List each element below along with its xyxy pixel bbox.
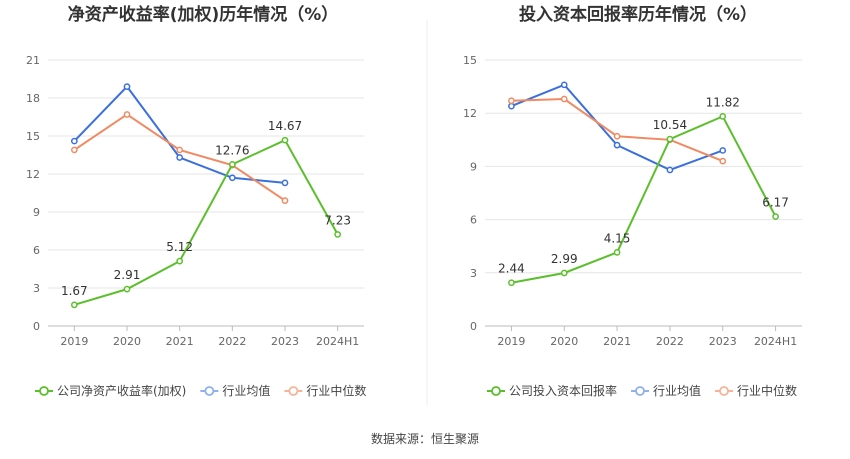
source-note: 数据来源：恒生聚源 xyxy=(371,431,479,446)
series-line-1 xyxy=(74,138,339,306)
legend-label: 行业均值 xyxy=(222,383,270,398)
x-tick-label: 2020 xyxy=(113,335,141,348)
data-label: 2.91 xyxy=(114,268,141,282)
legend-label: 行业中位数 xyxy=(306,383,366,398)
data-point xyxy=(334,231,342,238)
data-point xyxy=(613,141,621,149)
y-tick-label: 12 xyxy=(26,168,40,181)
data-point xyxy=(508,97,515,105)
data-label: 2.44 xyxy=(498,262,525,276)
data-label: 2.99 xyxy=(551,252,578,266)
chart-title: 净资产收益率(加权)历年情况（%） xyxy=(68,4,339,25)
legend-marker xyxy=(204,386,215,396)
data-point xyxy=(123,285,131,293)
legend-marker xyxy=(491,386,501,396)
x-tick-label: 2023 xyxy=(271,335,299,348)
data-point xyxy=(123,111,131,118)
y-tick-label: 6 xyxy=(33,244,40,257)
data-label: 10.54 xyxy=(653,118,687,132)
data-point xyxy=(281,197,289,204)
data-point xyxy=(772,213,779,220)
x-tick-label: 2019 xyxy=(60,335,88,348)
y-tick-label: 9 xyxy=(33,206,40,219)
data-point xyxy=(176,257,184,265)
data-point xyxy=(228,174,236,182)
data-point xyxy=(613,249,621,256)
legend-marker xyxy=(39,386,49,396)
legend-label: 行业均值 xyxy=(653,383,701,398)
data-point xyxy=(123,83,131,90)
legend-item[interactable]: 公司净资产收益率(加权) xyxy=(35,383,186,398)
x-tick-label: 2021 xyxy=(603,335,631,348)
data-point xyxy=(560,95,568,103)
data-point xyxy=(281,136,289,144)
data-point xyxy=(613,132,621,140)
chart-panel-2: 投入资本回报率历年情况（%） 0 3 6 9 12 15 2019 2020 2021 2022 20… xyxy=(463,4,802,398)
legend-marker xyxy=(288,386,299,396)
legend-item[interactable]: 行业均值 xyxy=(200,383,270,398)
y-tick-label: 6 xyxy=(470,214,477,227)
legend-item[interactable]: 公司投入资本回报率 xyxy=(487,383,617,398)
data-point xyxy=(281,179,289,187)
legend-label: 公司净资产收益率(加权) xyxy=(57,383,186,398)
y-tick-label: 3 xyxy=(470,267,477,280)
y-tick-label: 21 xyxy=(26,54,40,67)
data-label: 12.76 xyxy=(215,143,249,157)
data-point xyxy=(228,161,236,168)
data-point xyxy=(176,146,184,154)
data-point xyxy=(176,154,184,161)
data-label: 11.82 xyxy=(706,95,740,109)
data-point xyxy=(560,81,568,89)
legend-marker xyxy=(635,386,645,396)
x-tick-label: 2021 xyxy=(166,335,194,348)
x-tick-label: 2019 xyxy=(497,335,525,348)
data-point xyxy=(70,137,78,145)
legend-marker xyxy=(719,386,729,396)
legend: 公司净资产收益率(加权) 行业均值 行业中位数 xyxy=(35,383,366,398)
data-label: 6.17 xyxy=(762,196,789,210)
data-point xyxy=(719,147,727,154)
data-point xyxy=(70,301,78,309)
data-label: 14.67 xyxy=(268,119,302,133)
x-tick-label: 2020 xyxy=(550,335,578,348)
y-tick-label: 0 xyxy=(470,320,477,333)
x-tick-label: 2022 xyxy=(218,335,246,348)
legend-item[interactable]: 行业均值 xyxy=(631,383,701,398)
data-point xyxy=(719,113,727,120)
data-label: 7.23 xyxy=(324,213,351,227)
data-point xyxy=(719,157,727,165)
y-tick-label: 15 xyxy=(463,54,477,67)
legend-label: 行业中位数 xyxy=(737,383,797,398)
data-point xyxy=(666,166,674,174)
legend-item[interactable]: 行业中位数 xyxy=(284,383,366,398)
data-point xyxy=(508,279,515,287)
series-line-2 xyxy=(73,85,286,184)
x-tick-label: 2023 xyxy=(709,335,737,348)
data-point xyxy=(508,102,515,110)
series-line-2 xyxy=(511,83,724,172)
y-tick-label: 15 xyxy=(26,130,40,143)
chart-panel-1: 净资产收益率(加权)历年情况（%） 0 3 6 9 12 15 18 21 2019 2020 202… xyxy=(26,4,366,398)
chart-title: 投入资本回报率历年情况（%） xyxy=(519,4,757,25)
data-label: 1.67 xyxy=(61,284,88,298)
y-tick-label: 9 xyxy=(470,160,477,173)
x-tick-label: 2022 xyxy=(656,335,684,348)
data-label: 4.15 xyxy=(604,231,631,245)
x-tick-label: 2024H1 xyxy=(754,335,797,348)
series-line-1 xyxy=(511,115,777,284)
legend: 公司投入资本回报率 行业均值 行业中位数 xyxy=(487,383,797,398)
data-point xyxy=(70,146,78,154)
y-tick-label: 3 xyxy=(33,282,40,295)
y-tick-label: 0 xyxy=(33,320,40,333)
y-tick-label: 12 xyxy=(463,107,477,120)
data-label: 5.12 xyxy=(166,240,193,254)
y-tick-label: 18 xyxy=(26,92,40,105)
data-point xyxy=(560,269,568,277)
x-tick-label: 2024H1 xyxy=(316,335,359,348)
legend-item[interactable]: 行业中位数 xyxy=(715,383,797,398)
data-point xyxy=(666,135,674,143)
legend-label: 公司投入资本回报率 xyxy=(509,383,617,398)
